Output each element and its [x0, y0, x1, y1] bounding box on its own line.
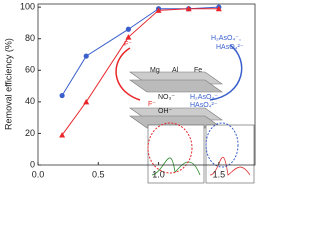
series-line: [61, 8, 219, 136]
point: [185, 5, 192, 12]
inset-diagram: [115, 44, 255, 184]
y-tick-label: 40: [25, 96, 35, 106]
annotation: Mg: [150, 67, 160, 74]
annotation: Al: [172, 67, 179, 74]
annotation: H₂AsO₄⁻,: [211, 35, 241, 42]
point: [83, 53, 89, 59]
y-axis-label: Removal efficiency (%): [3, 38, 13, 130]
annotation: F⁻: [124, 41, 132, 48]
annotation: F⁻: [148, 101, 156, 108]
point: [83, 98, 90, 105]
x-tick-label: 0.0: [32, 169, 45, 179]
y-tick-label: 60: [25, 65, 35, 75]
plot-frame: [37, 3, 256, 166]
annotation: NO₃⁻: [158, 94, 175, 101]
y-tick-label: 80: [25, 33, 35, 43]
x-tick-label: 1.5: [213, 169, 226, 179]
chart: Removal efficiency (%) 0 20 40 60 80 100 0.0 0.…: [3, 2, 256, 184]
annotation: HAsO₄²⁻: [216, 44, 244, 51]
point: [215, 5, 222, 12]
point: [155, 7, 162, 13]
x-tick-label: 1.0: [152, 169, 165, 179]
y-tick-label: 0: [30, 159, 35, 169]
annotation: H₂AsO₄⁻: [190, 94, 218, 101]
annotation: OH⁻: [158, 108, 173, 115]
y-tick-label: 20: [25, 128, 35, 138]
annotation: HAsO₄²⁻: [190, 102, 218, 109]
x-tick-label: 0.5: [92, 169, 105, 179]
annotation: Fe: [194, 67, 202, 74]
y-tick-label: 100: [20, 2, 35, 12]
point: [125, 34, 132, 40]
point: [59, 132, 66, 138]
point: [59, 92, 65, 99]
point: [125, 26, 132, 32]
